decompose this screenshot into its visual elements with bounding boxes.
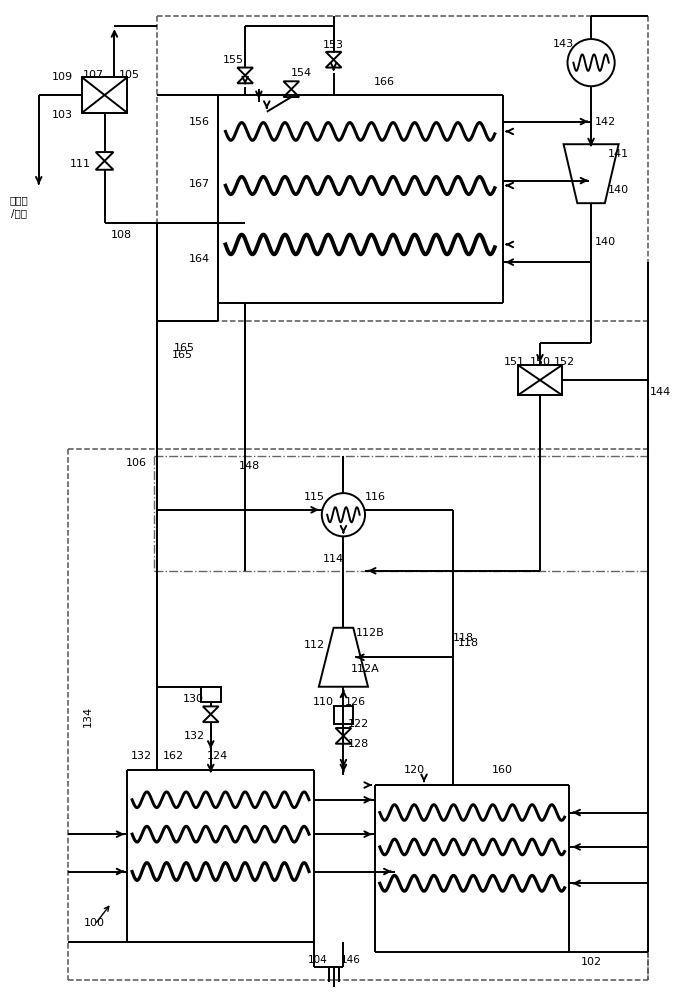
- Text: /火炬: /火炬: [11, 208, 27, 218]
- Text: 151: 151: [504, 357, 525, 367]
- Text: 105: 105: [119, 70, 140, 80]
- Text: 115: 115: [303, 492, 324, 502]
- Text: 165: 165: [171, 350, 192, 360]
- Text: 107: 107: [83, 70, 104, 80]
- Text: 140: 140: [608, 185, 629, 195]
- Text: 114: 114: [323, 554, 344, 564]
- Text: 132: 132: [183, 731, 205, 741]
- Text: 124: 124: [207, 751, 228, 761]
- Text: 166: 166: [374, 77, 395, 87]
- Text: 126: 126: [344, 697, 366, 707]
- Text: 165: 165: [173, 343, 194, 353]
- Text: 160: 160: [492, 765, 513, 775]
- Text: 至燃料: 至燃料: [9, 195, 28, 205]
- Text: 103: 103: [52, 110, 73, 120]
- Text: 144: 144: [650, 387, 671, 397]
- Text: 132: 132: [130, 751, 152, 761]
- Text: 130: 130: [183, 694, 204, 704]
- Text: 134: 134: [83, 706, 93, 727]
- Text: 140: 140: [595, 237, 617, 247]
- Text: 118: 118: [453, 633, 474, 643]
- Text: 104: 104: [308, 955, 328, 965]
- Text: 110: 110: [313, 697, 334, 707]
- Text: 155: 155: [223, 55, 244, 65]
- Text: 106: 106: [126, 458, 147, 468]
- Text: 112B: 112B: [356, 628, 384, 638]
- Text: 146: 146: [340, 955, 360, 965]
- Text: 156: 156: [189, 117, 210, 127]
- Text: 164: 164: [189, 254, 210, 264]
- Text: 142: 142: [595, 117, 617, 127]
- Text: 118: 118: [458, 638, 479, 648]
- Text: 153: 153: [323, 40, 344, 50]
- Text: 167: 167: [189, 179, 210, 189]
- Text: 162: 162: [163, 751, 184, 761]
- Text: 141: 141: [608, 149, 629, 159]
- Text: 108: 108: [111, 230, 132, 240]
- Text: 143: 143: [553, 39, 574, 49]
- Text: 154: 154: [290, 68, 311, 78]
- Text: 112: 112: [303, 640, 324, 650]
- Text: 109: 109: [52, 72, 73, 82]
- Text: 102: 102: [580, 957, 602, 967]
- Bar: [201, 687, 220, 702]
- Text: 112A: 112A: [350, 664, 379, 674]
- Text: 148: 148: [239, 461, 259, 471]
- Text: 100: 100: [84, 918, 105, 928]
- Text: 120: 120: [404, 765, 425, 775]
- Text: 116: 116: [365, 492, 386, 502]
- Text: 128: 128: [348, 739, 369, 749]
- Bar: [334, 706, 353, 724]
- Text: 122: 122: [348, 719, 369, 729]
- Bar: [518, 365, 561, 395]
- Text: 152: 152: [554, 357, 575, 367]
- Text: 150: 150: [530, 357, 551, 367]
- Text: 111: 111: [69, 159, 90, 169]
- Bar: [82, 77, 127, 113]
